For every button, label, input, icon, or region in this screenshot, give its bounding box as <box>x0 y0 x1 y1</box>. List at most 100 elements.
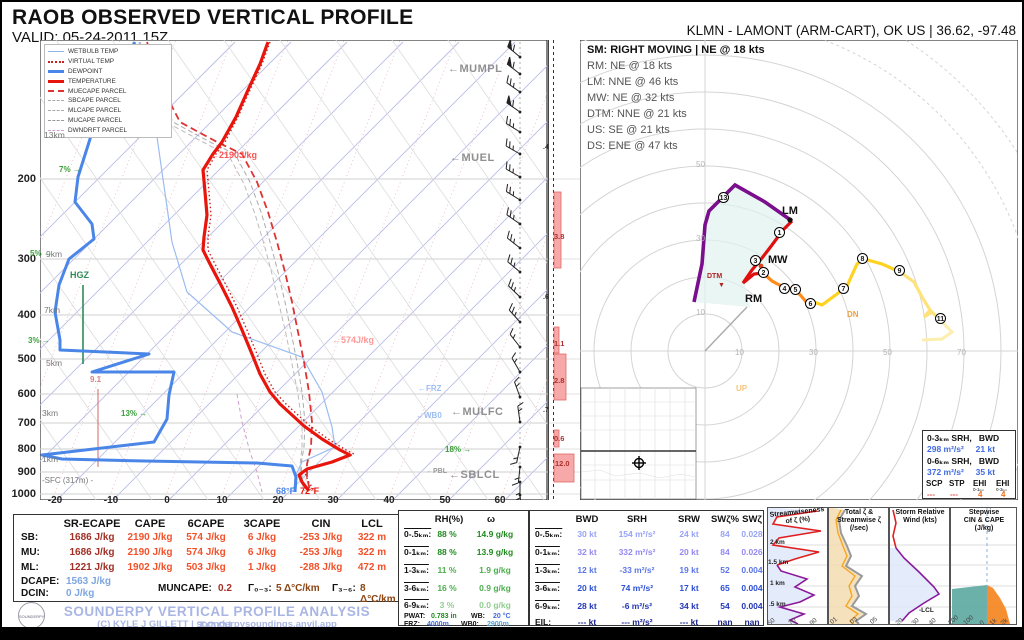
moisture-table: RH(%) ω 0-.5ₖₘ: 88 % 14.9 g/kg 0-1ₖₘ: 88… <box>398 510 529 628</box>
pressure-label: 500 <box>17 353 36 365</box>
km-marker-1: 1 <box>774 227 785 238</box>
ring-label: 70 <box>957 348 966 357</box>
bwd-header: BWD <box>575 514 599 525</box>
km-marker-5: 5 <box>790 284 801 295</box>
pwat-value: 0.783 in <box>431 613 457 620</box>
hgz-label: HGZ <box>70 270 89 280</box>
wb0-label: ←WB0 <box>416 411 442 420</box>
cell: 1686 J/kg <box>69 547 115 558</box>
bar-value: 3.8 <box>554 232 565 241</box>
sbcape-line-sample <box>48 100 64 102</box>
cape-annotation: ←2190J/kg <box>210 150 258 160</box>
bwd-value: 28 kt <box>577 601 597 611</box>
sm-line: SM: RIGHT MOVING | NE @ 18 kts <box>587 44 765 56</box>
bar-value: 0.6 <box>554 434 565 443</box>
mlcape-parcel-line <box>132 41 305 492</box>
cell: -288 J/kg <box>299 562 343 573</box>
eil-label: EIL: <box>535 617 552 627</box>
srw-value: 19 kt <box>679 565 699 575</box>
streamwiseness-fill <box>767 507 821 624</box>
stp-header: STP <box>949 479 965 488</box>
km-marker-13: 13 <box>718 192 729 203</box>
dcape-label: DCAPE: <box>21 576 60 587</box>
hodo-trace-upper <box>692 182 794 303</box>
row-label: MU: <box>21 547 40 558</box>
row-label: ML: <box>21 562 39 573</box>
height-label: 5km <box>46 358 63 368</box>
layer-label: 0-.5ₖₘ: <box>535 529 563 539</box>
rh-value: 16 % <box>437 583 457 593</box>
col-header: 6CAPE <box>187 518 225 530</box>
dtm-triangle-icon: ▼ <box>718 282 725 289</box>
swzp-value: 65 <box>720 583 730 593</box>
col-header: LCL <box>361 518 383 530</box>
srh-bwd-info-box: 0-3ₖₘ SRH, BWD 298 m²/s² 21 kt 0-6ₖₘ SRH… <box>922 430 1016 499</box>
muel-label: ←MUEL <box>450 152 495 164</box>
layer-label: 0-1ₖₘ: <box>535 547 560 557</box>
virtual-line-sample <box>48 60 64 63</box>
height-1-5km: 1.5 km <box>768 559 789 566</box>
station-title: KLMN - LAMONT (ARM-CART), OK US | 36.62,… <box>686 23 1016 38</box>
pressure-label: 700 <box>17 417 36 429</box>
mucape-line-sample <box>48 119 64 121</box>
ehi03-sub: 0-3ₖₘ <box>996 487 1008 492</box>
map-inset <box>580 387 697 500</box>
panel3-title-line1: Storm Relative <box>895 509 945 516</box>
frz-label: ←FRZ <box>418 384 442 393</box>
srw-fill <box>889 548 939 621</box>
streamwiseness-curve-lower <box>776 564 816 625</box>
sounderpy-logo: SOUNDERPY <box>18 602 45 629</box>
legend-mucape: MUCAPE PARCEL <box>48 116 168 126</box>
srw-value: 17 kt <box>679 583 699 593</box>
stepwise-cape-area <box>987 585 1010 624</box>
col-header: SR-ECAPE <box>63 518 121 530</box>
legend-dwndrft: DWNDRFT PARCEL <box>48 125 168 135</box>
ring-label-v: 30 <box>696 234 705 243</box>
srh-value: 74 m²/s² <box>620 583 654 593</box>
legend-sbcape: SBCAPE PARCEL <box>48 96 168 106</box>
swz-value: 0.026 <box>741 547 763 557</box>
srh-header: SRH <box>626 514 648 525</box>
dwndrft-line-sample <box>48 129 64 131</box>
pressure-label: 800 <box>17 443 36 455</box>
temp-tick: 40 <box>383 495 395 506</box>
bwd-value: 20 kt <box>577 583 597 593</box>
thermo-table: SR-ECAPE CAPE 6CAPE 3CAPE CIN LCL SB: 16… <box>13 514 399 605</box>
pwat-label: PWAT: <box>404 613 426 620</box>
ds-line: DS: ENE @ 47 kts <box>587 140 678 152</box>
rh-tag: 18% → <box>445 445 472 454</box>
layer-label: 0-.5ₖₘ: <box>404 529 432 539</box>
ring-label: 30 <box>809 348 818 357</box>
pbl-label: ←PBL <box>426 468 447 475</box>
rh-tag: 5% → <box>30 249 52 258</box>
srw-header: SRW <box>678 514 700 525</box>
cell: 6 J/kg <box>247 547 277 558</box>
pressure-label: 600 <box>17 388 36 400</box>
rm-marker-label: RM <box>745 293 763 305</box>
ehi03-header: EHI <box>996 479 1010 488</box>
swzp-value: 52 <box>720 565 730 575</box>
dn-label: DN <box>847 310 859 319</box>
km-marker-7: 7 <box>838 283 849 294</box>
station-crosshair-icon <box>632 456 646 470</box>
panel4-title-line3: (J/kg) <box>974 525 994 532</box>
height-2km: 2 km <box>770 539 785 546</box>
cell: 1686 J/kg <box>69 532 115 543</box>
srw-curve-lower <box>895 547 941 622</box>
cape-annotation: ←574J/kg <box>332 335 375 345</box>
cell: 2190 J/kg <box>127 547 173 558</box>
layer-label: 3-6ₖₘ: <box>535 583 560 593</box>
bar-value: 2.8 <box>554 376 565 385</box>
frz-value: 4000m <box>427 621 449 628</box>
legend-dewpoint: DEWPOINT <box>48 67 168 77</box>
muecape-parcel-line <box>146 41 313 492</box>
height-label: 9km <box>46 249 63 259</box>
temp-tick: 10 <box>216 495 228 506</box>
hodo-trace-tail <box>921 318 955 342</box>
cell: 322 m <box>357 547 387 558</box>
bwd-value: 12 kt <box>577 565 597 575</box>
sbcape-parcel-line <box>139 41 306 492</box>
hodo-trace-3-6km <box>813 257 901 307</box>
rh-header: RH(%) <box>434 514 464 525</box>
